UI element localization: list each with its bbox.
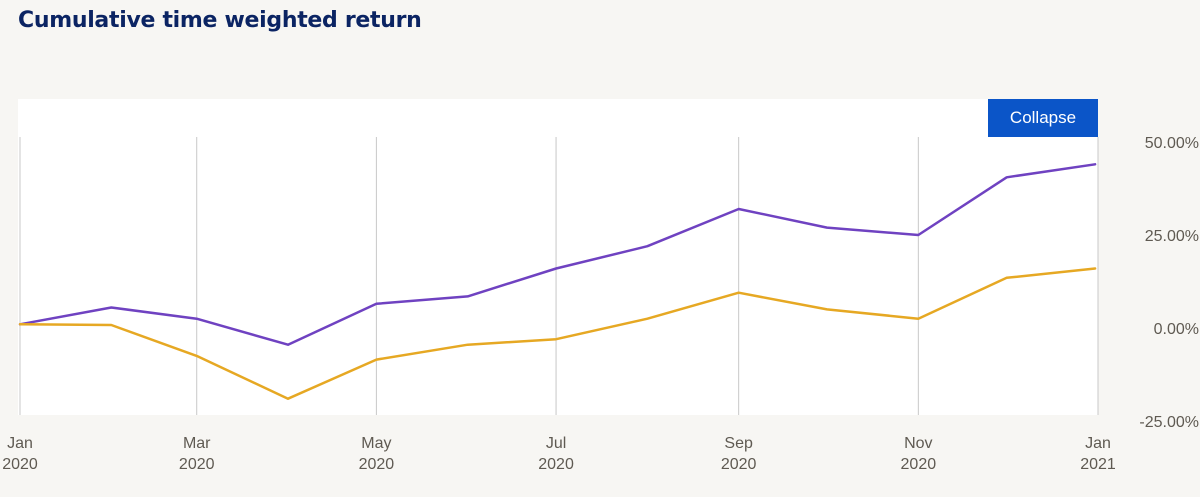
x-tick-label: Jan 2021 bbox=[1080, 435, 1116, 473]
collapse-button[interactable]: Collapse bbox=[988, 99, 1098, 137]
series-line-2 bbox=[18, 267, 1097, 400]
chart-title: Cumulative time weighted return bbox=[18, 8, 422, 33]
x-tick-label: Jan 2020 bbox=[2, 435, 38, 473]
y-tick-label: 50.00% bbox=[1145, 135, 1199, 152]
x-tick-label: Mar 2020 bbox=[179, 435, 215, 473]
x-tick-label: Jul 2020 bbox=[538, 435, 574, 473]
y-tick-label: 25.00% bbox=[1145, 228, 1199, 245]
y-tick-label: -25.00% bbox=[1139, 414, 1199, 431]
x-tick-label: Sep 2020 bbox=[721, 435, 757, 473]
series-line-1 bbox=[18, 163, 1097, 346]
x-tick-label: May 2020 bbox=[359, 435, 395, 473]
y-tick-label: 0.00% bbox=[1154, 321, 1199, 338]
x-tick-label: Nov 2020 bbox=[901, 435, 937, 473]
